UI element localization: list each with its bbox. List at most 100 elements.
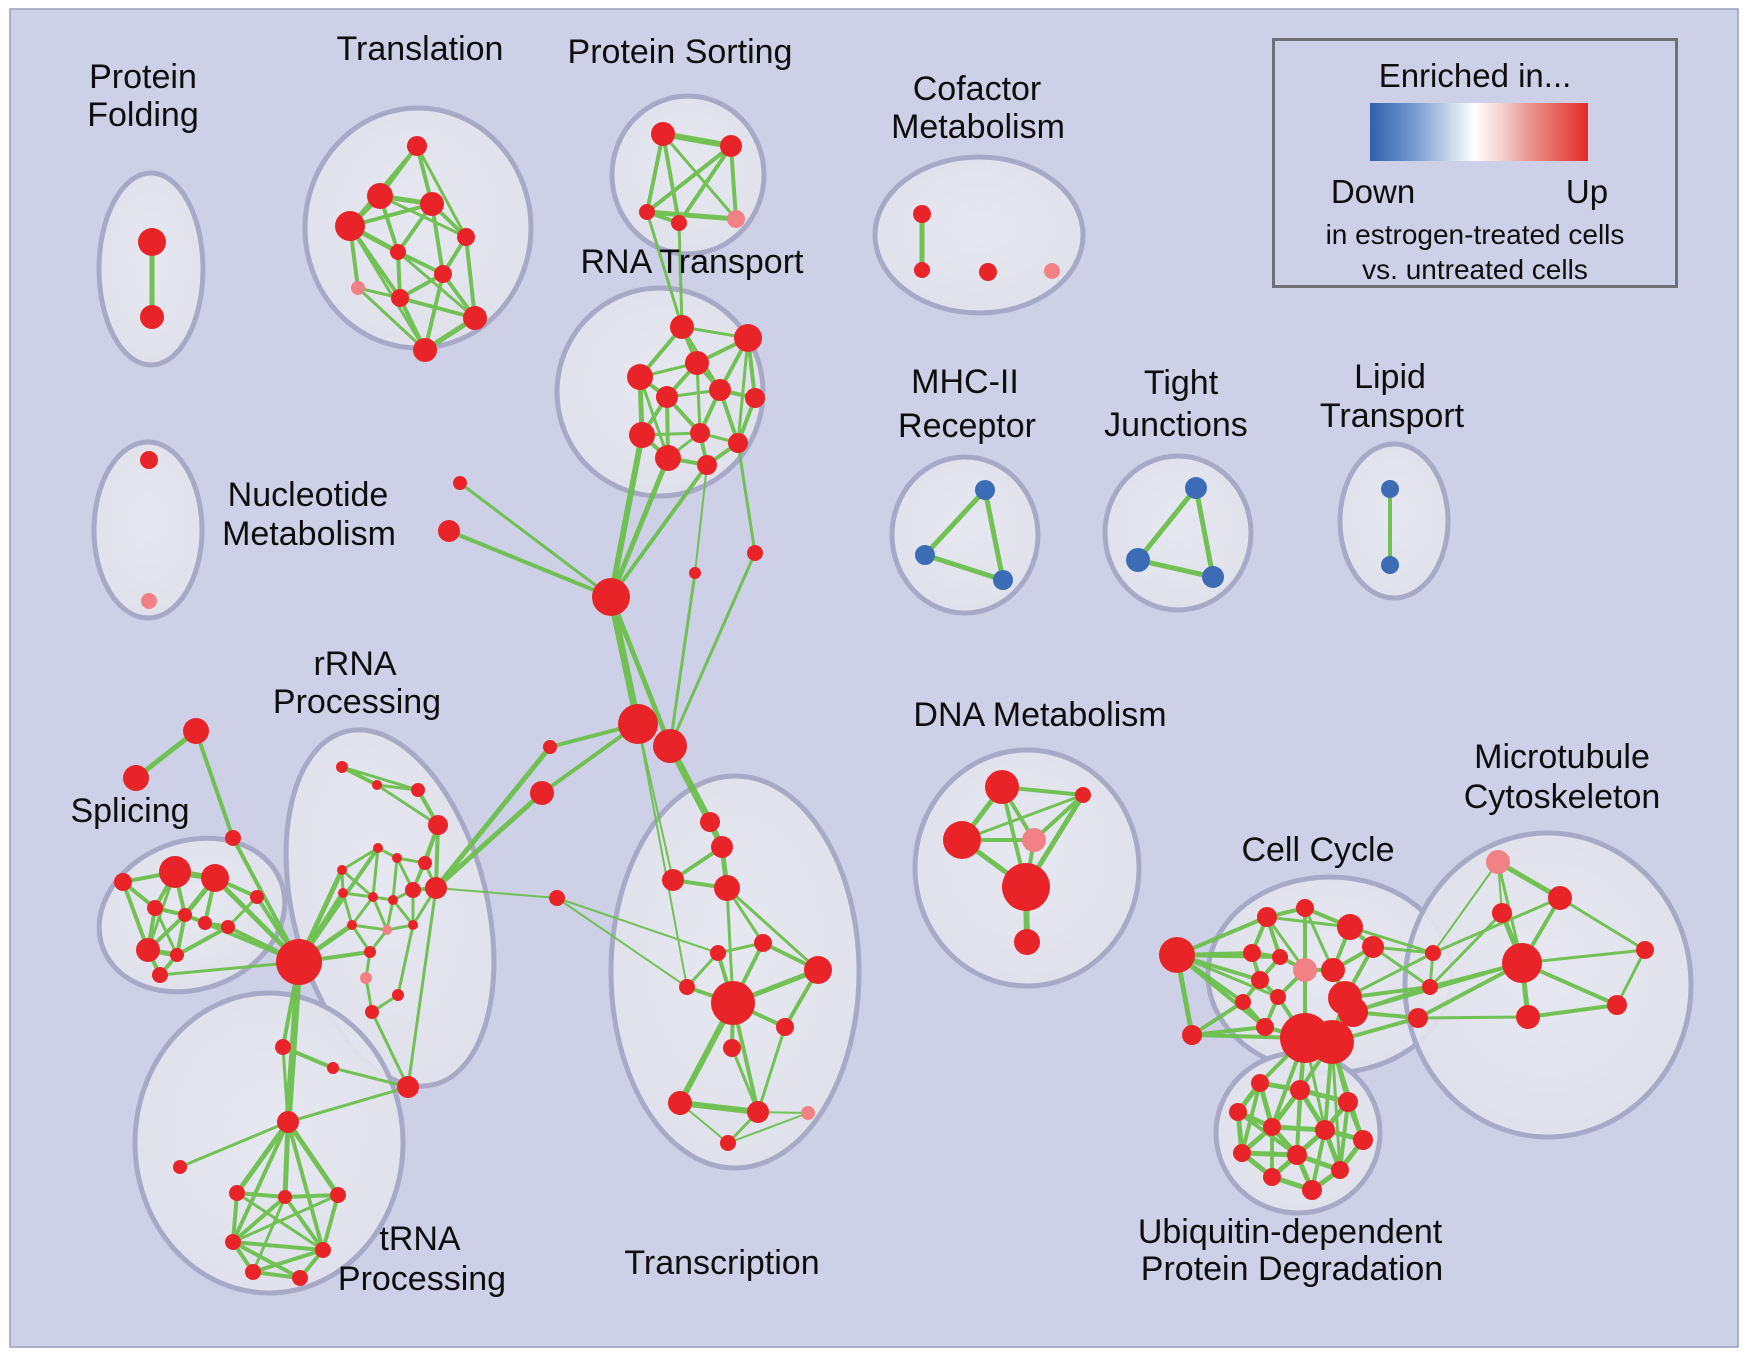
graph-edge-trn1-trn6: [231, 1120, 290, 1244]
graph-node-trn7: [315, 1242, 331, 1258]
cluster-label-rna-transport-line0: RNA Transport: [581, 243, 805, 281]
graph-node-ps1: [651, 122, 675, 146]
graph-node-lp1: [1381, 480, 1399, 498]
graph-node-r6: [337, 865, 347, 875]
graph-edge-r5-r10: [371, 846, 380, 899]
graph-node-c19: [1425, 945, 1441, 961]
graph-node-trn1: [277, 1111, 299, 1133]
graph-edge-trn4-trn5: [283, 1193, 340, 1199]
graph-edge-rrh-f2: [433, 790, 545, 891]
graph-node-na: [689, 567, 701, 579]
cluster-label-trna-processing-line0: tRNA: [379, 1220, 461, 1258]
graph-node-tx14: [801, 1106, 815, 1120]
graph-node-sp5: [198, 916, 212, 930]
node-layer: [114, 122, 1654, 1286]
graph-node-rt1: [670, 315, 694, 339]
graph-edge-trn1-trn2: [178, 1120, 290, 1169]
graph-edge-r11-r14: [385, 898, 395, 932]
graph-node-r12: [405, 882, 421, 898]
graph-node-r11: [388, 895, 398, 905]
graph-edge-u6-u12: [1310, 1128, 1327, 1192]
graph-edge-r9-r10: [341, 891, 375, 899]
graph-edge-rrh-f1: [433, 744, 553, 891]
graph-edge-u1-u8: [1240, 1081, 1262, 1155]
graph-node-tw1: [618, 704, 658, 744]
graph-node-rt3: [685, 351, 709, 375]
graph-node-rt4: [627, 364, 653, 390]
graph-edge-trn4-trn7: [283, 1195, 325, 1252]
cluster-label-splicing-line0: Splicing: [70, 792, 189, 830]
graph-edge-c19-m1: [1432, 861, 1499, 954]
graph-node-c20: [1422, 979, 1438, 995]
cluster-label-ubiquitin-degradation-line1: Protein Degradation: [1141, 1250, 1443, 1288]
graph-node-r7: [392, 853, 402, 863]
graph-node-g2: [438, 520, 460, 542]
cluster-label-cofactor-metabolism-line0: Cofactor: [913, 70, 1042, 108]
graph-edge-trn5-trn6: [231, 1193, 340, 1244]
graph-node-lp2: [1381, 556, 1399, 574]
graph-node-c7: [1243, 944, 1261, 962]
graph-node-c9: [1293, 958, 1317, 982]
graph-node-cf1: [913, 205, 931, 223]
cluster-label-dna-metabolism-line0: DNA Metabolism: [913, 696, 1166, 734]
graph-node-c5: [1337, 914, 1363, 940]
graph-edge-hc-tw1: [607, 593, 642, 728]
graph-edge-trn6-trn9: [231, 1240, 302, 1280]
graph-node-rt2: [734, 324, 762, 352]
graph-node-r16: [364, 946, 376, 958]
graph-node-tx1: [700, 812, 720, 832]
graph-edge-ps2-ps5: [729, 144, 738, 221]
graph-node-d2: [1075, 787, 1091, 803]
graph-node-cf4: [1044, 263, 1060, 279]
graph-node-u2: [1290, 1080, 1310, 1100]
graph-node-rt7: [745, 388, 765, 408]
graph-edge-r2-r4: [375, 783, 440, 827]
graph-node-t7: [434, 265, 452, 283]
graph-edge-r23-r25: [331, 1066, 410, 1089]
graph-node-r15: [408, 920, 418, 930]
graph-node-t3: [420, 192, 444, 216]
graph-edge-trn5-trn7: [321, 1193, 340, 1252]
graph-node-r3: [411, 783, 425, 797]
graph-edge-rt11-hc: [609, 463, 709, 599]
graph-edge-trn3-trn4: [235, 1191, 287, 1199]
graph-edge-t5-t10: [464, 235, 477, 320]
legend-up-label: Up: [1565, 173, 1609, 210]
graph-edge-tj2-tj3: [1135, 557, 1216, 580]
graph-edge-m4-m5: [1520, 948, 1647, 965]
graph-edge-m6-m7: [1526, 1003, 1619, 1019]
graph-edge-tx4-tx7: [725, 886, 820, 972]
graph-edge-f3-tx8: [556, 897, 688, 988]
graph-node-c2: [1182, 1025, 1202, 1045]
graph-node-trn6: [225, 1234, 241, 1250]
cluster-label-tight-junctions-line0: Tight: [1144, 364, 1219, 402]
graph-node-u8: [1233, 1144, 1251, 1162]
cluster-label-lipid-transport-line1: Transport: [1320, 397, 1465, 435]
graph-edge-trA-trC: [194, 729, 235, 840]
graph-edge-nb-tw2: [668, 551, 757, 748]
graph-node-trC: [225, 830, 241, 846]
graph-node-tj2: [1126, 548, 1150, 572]
cluster-ellipse-lipid-transport: [1337, 441, 1451, 601]
graph-edge-ps4-rt1: [677, 221, 684, 329]
graph-node-tx4: [714, 875, 740, 901]
graph-node-r2: [372, 780, 382, 790]
graph-edge-rrh-r25: [406, 886, 438, 1089]
graph-node-pf1: [138, 228, 166, 256]
graph-edge-m2-m5: [1558, 896, 1647, 952]
graph-node-trA: [183, 718, 209, 744]
graph-edge-u3-u10: [1338, 1100, 1350, 1172]
graph-node-m2: [1548, 886, 1572, 910]
graph-node-r20: [392, 989, 404, 1001]
graph-node-sp2: [201, 864, 229, 892]
graph-node-sp9: [221, 920, 235, 934]
graph-node-tx11: [723, 1039, 741, 1057]
graph-node-c18: [1310, 1020, 1354, 1064]
cluster-label-mhc-ii-receptor-line1: Receptor: [898, 407, 1036, 445]
graph-node-t9: [391, 289, 409, 307]
cluster-label-rrna-processing-line1: Processing: [273, 683, 441, 721]
graph-edge-rt9-hc: [608, 432, 645, 600]
graph-node-sp1: [159, 856, 191, 888]
legend-title: Enriched in...: [1378, 57, 1572, 94]
